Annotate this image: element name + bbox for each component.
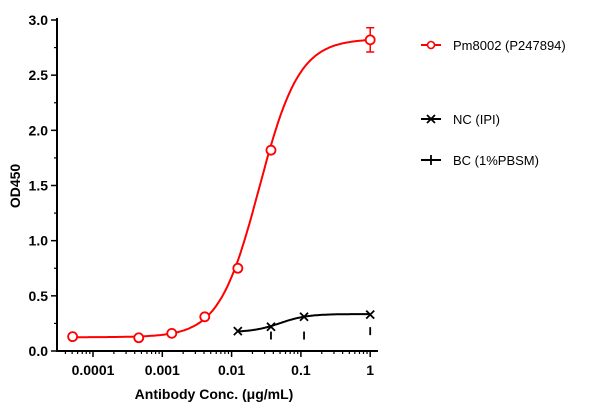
y-tick-label: 0.0: [29, 343, 49, 359]
x-axis-label: Antibody Conc. (μg/mL): [135, 386, 294, 402]
legend-marker-x: [426, 114, 436, 124]
x-tick-label: 0.0001: [72, 362, 115, 378]
legend-label: Pm8002 (P247894): [453, 38, 566, 53]
x-tick-label: 1: [366, 362, 374, 378]
data-point-nc: [299, 312, 309, 322]
y-axis-label: OD450: [7, 164, 23, 209]
data-point-nc: [233, 326, 243, 336]
y-tick-label: 1.5: [29, 178, 49, 194]
y-tick-label: 1.0: [29, 233, 49, 249]
data-point-pm8002: [133, 332, 145, 344]
data-point-pm8002: [166, 327, 178, 339]
x-tick-label: 0.01: [218, 362, 245, 378]
y-tick-label: 3.0: [29, 12, 49, 28]
fit-curve-pm8002: [72, 38, 371, 339]
x-tick-label: 0.001: [145, 362, 180, 378]
y-tick-label: 0.5: [29, 288, 49, 304]
legend: Pm8002 (P247894) NC (IPI) BC (1%PBSM): [421, 38, 566, 168]
y-tick-label: 2.5: [29, 67, 49, 83]
legend-item-0: Pm8002 (P247894): [421, 38, 566, 53]
data-point-pm8002: [199, 311, 211, 323]
legend-item-2: BC (1%PBSM): [421, 153, 539, 168]
legend-marker-circle: [426, 40, 436, 50]
data-point-pm8002: [265, 144, 277, 156]
x-tick-label: 0.1: [291, 362, 311, 378]
legend-item-1: NC (IPI): [421, 112, 500, 127]
data-point-nc: [266, 322, 276, 332]
legend-label: BC (1%PBSM): [453, 153, 539, 168]
data-point-pm8002: [232, 262, 244, 274]
data-point-nc: [365, 309, 375, 320]
y-tick-label: 2.0: [29, 122, 49, 138]
legend-label: NC (IPI): [453, 112, 500, 127]
data-point-pm8002: [364, 34, 376, 46]
data-point-pm8002: [67, 331, 79, 343]
